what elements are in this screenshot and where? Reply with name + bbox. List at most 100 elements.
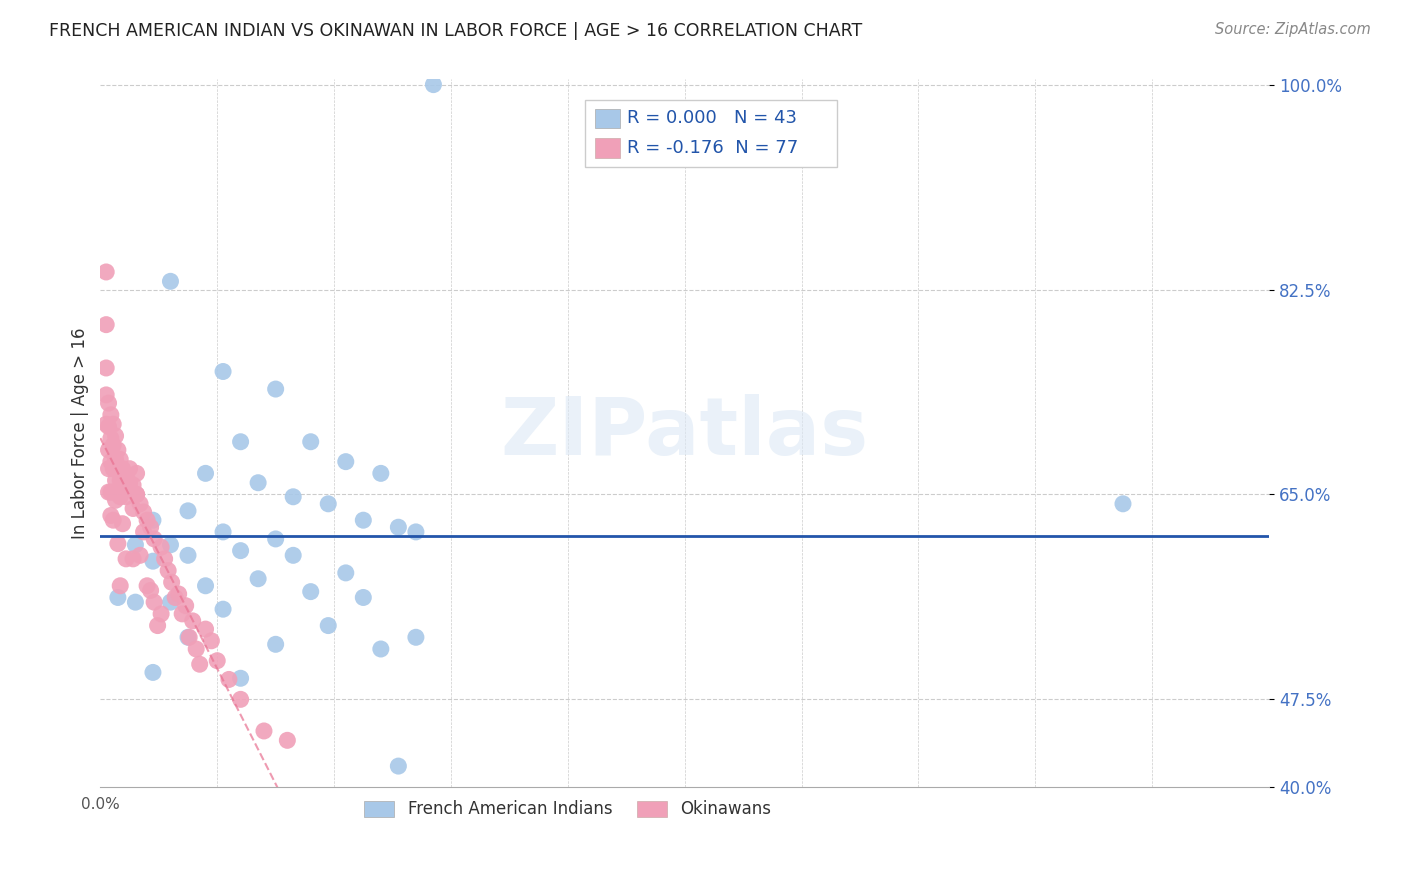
Point <box>96 388 118 402</box>
Point <box>142 554 165 568</box>
Point <box>97 442 120 457</box>
Point <box>194 622 217 636</box>
Point <box>111 461 134 475</box>
Point <box>177 504 200 518</box>
Point <box>194 467 217 481</box>
Point <box>124 538 146 552</box>
Point <box>118 461 141 475</box>
Point <box>132 524 155 539</box>
FancyBboxPatch shape <box>595 109 620 128</box>
Point <box>107 485 129 500</box>
Point <box>405 630 427 644</box>
Point <box>167 587 190 601</box>
Point <box>177 549 200 563</box>
Point <box>229 434 252 449</box>
Point <box>194 579 217 593</box>
Point <box>96 361 118 376</box>
Point <box>96 265 118 279</box>
Point <box>110 490 132 504</box>
Point <box>118 475 141 490</box>
Point <box>229 671 252 685</box>
Point <box>181 614 204 628</box>
FancyBboxPatch shape <box>595 138 620 158</box>
Point <box>104 474 127 488</box>
Point <box>142 665 165 680</box>
Point <box>100 485 122 500</box>
Point <box>146 618 169 632</box>
Text: R = -0.176  N = 77: R = -0.176 N = 77 <box>627 139 799 157</box>
Point <box>264 532 287 546</box>
Point <box>104 429 127 443</box>
Point <box>387 520 409 534</box>
Point <box>229 692 252 706</box>
Point <box>179 630 201 644</box>
Point <box>110 474 132 488</box>
Point <box>316 618 339 632</box>
Text: Source: ZipAtlas.com: Source: ZipAtlas.com <box>1215 22 1371 37</box>
Point <box>283 490 305 504</box>
Point <box>422 78 444 92</box>
Point <box>118 482 141 496</box>
Point <box>97 485 120 500</box>
Point <box>159 274 181 288</box>
Point <box>264 637 287 651</box>
Point <box>218 673 240 687</box>
Point <box>107 442 129 457</box>
Point <box>122 552 145 566</box>
Point <box>125 487 148 501</box>
Point <box>100 508 122 523</box>
Point <box>97 461 120 475</box>
Point <box>299 584 322 599</box>
Point <box>107 536 129 550</box>
Point <box>160 575 183 590</box>
Point <box>96 318 118 332</box>
Point <box>125 467 148 481</box>
Point <box>115 490 138 504</box>
Point <box>100 455 122 469</box>
Point <box>165 591 187 605</box>
Point <box>370 642 392 657</box>
Point <box>97 396 120 410</box>
Point <box>299 434 322 449</box>
Point <box>97 419 120 434</box>
Point <box>110 579 132 593</box>
Point <box>122 501 145 516</box>
Point <box>143 595 166 609</box>
Point <box>139 520 162 534</box>
Point <box>103 485 125 500</box>
Point <box>96 417 118 432</box>
Point <box>107 464 129 478</box>
Point <box>316 497 339 511</box>
Point <box>103 417 125 432</box>
Point <box>186 642 208 657</box>
Point <box>125 487 148 501</box>
Point <box>253 723 276 738</box>
Point <box>370 467 392 481</box>
Point <box>143 532 166 546</box>
Point <box>136 513 159 527</box>
Point <box>335 566 357 580</box>
Point <box>352 591 374 605</box>
Point <box>1112 497 1135 511</box>
Point <box>104 493 127 508</box>
Point <box>159 595 181 609</box>
Point <box>157 564 180 578</box>
Point <box>387 759 409 773</box>
Point <box>229 543 252 558</box>
Point <box>150 540 173 554</box>
Point <box>200 633 222 648</box>
Point <box>264 382 287 396</box>
Point <box>247 475 270 490</box>
Point <box>405 524 427 539</box>
Point <box>276 733 298 747</box>
Y-axis label: In Labor Force | Age > 16: In Labor Force | Age > 16 <box>72 327 89 539</box>
Point <box>100 408 122 422</box>
FancyBboxPatch shape <box>585 100 837 168</box>
Point <box>122 478 145 492</box>
Point <box>129 497 152 511</box>
Point <box>172 607 194 621</box>
Point <box>247 572 270 586</box>
Legend: French American Indians, Okinawans: French American Indians, Okinawans <box>357 794 778 825</box>
Point <box>177 630 200 644</box>
Point <box>212 364 235 378</box>
